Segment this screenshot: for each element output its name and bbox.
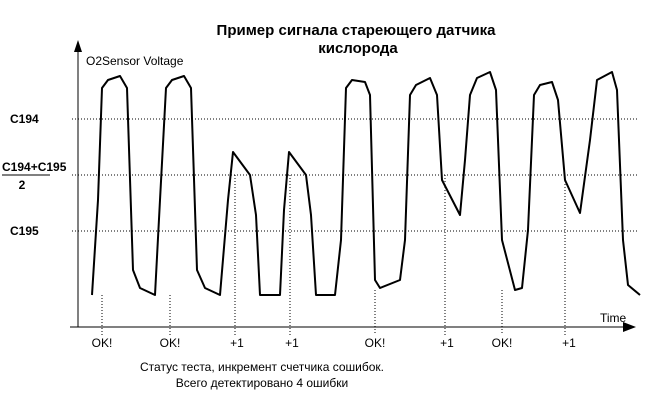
marker-1: OK! [92,336,113,350]
sensor-signal-waveform [91,71,641,296]
level-mid-label-top: C194+C195 [2,160,67,174]
marker-7: OK! [492,336,513,350]
marker-8: +1 [562,336,576,350]
level-c195-label: C195 [10,224,39,238]
diagram-title-line2: кислорода [318,40,398,57]
caption-line2: Всего детектировано 4 ошибки [176,376,348,390]
marker-5: OK! [365,336,386,350]
marker-2: OK! [160,336,181,350]
level-c194-label: C194 [10,112,39,126]
marker-3: +1 [230,336,244,350]
caption-line1: Статус теста, инкремент счетчика сошибок… [140,360,384,374]
y-axis-arrow [74,40,82,52]
level-mid-label-bottom: 2 [19,178,26,192]
diagram-title-line1: Пример сигнала стареющего датчика [217,22,497,39]
marker-4: +1 [285,336,299,350]
marker-6: +1 [440,336,454,350]
event-guides [101,175,566,335]
y-axis-label: O2Sensor Voltage [86,54,184,68]
x-axis-arrow [623,322,636,332]
x-axis-label: Time [600,311,627,325]
